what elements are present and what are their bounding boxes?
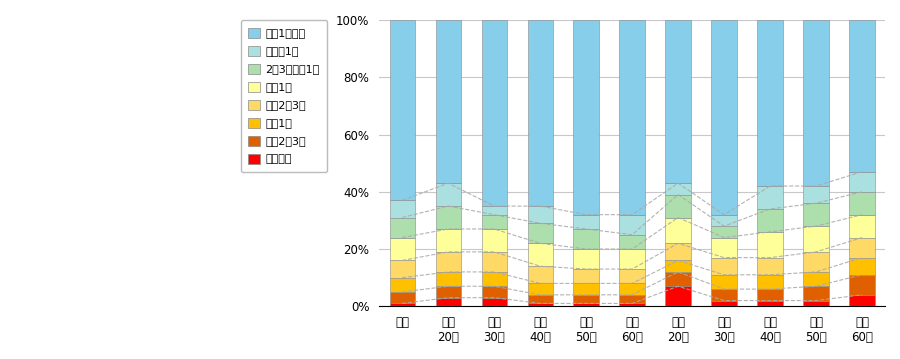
Bar <box>436 252 461 272</box>
Bar <box>758 20 783 186</box>
Bar <box>619 269 644 283</box>
Bar <box>390 292 415 303</box>
Bar <box>482 206 507 215</box>
Bar <box>804 226 829 252</box>
Bar <box>527 283 553 295</box>
Bar <box>619 303 644 306</box>
Legend: 年に1回以下, 半年に1回, 2〜3カ月に1回, 月に1回, 月に2〜3回, 週に1回, 週に2〜3回, ほぼ毎日: 年に1回以下, 半年に1回, 2〜3カ月に1回, 月に1回, 月に2〜3回, 週… <box>240 20 327 172</box>
Bar <box>711 300 737 306</box>
Bar <box>758 209 783 232</box>
Bar <box>436 272 461 286</box>
Bar <box>436 20 461 183</box>
Bar <box>850 258 875 275</box>
Bar <box>527 20 553 206</box>
Bar <box>619 283 644 295</box>
Bar <box>665 261 690 272</box>
Bar <box>758 300 783 306</box>
Bar <box>804 203 829 226</box>
Bar <box>390 303 415 306</box>
Bar <box>527 295 553 303</box>
Bar <box>619 295 644 303</box>
Bar <box>758 232 783 258</box>
Bar <box>619 20 644 215</box>
Bar <box>390 218 415 238</box>
Bar <box>758 275 783 289</box>
Bar <box>482 229 507 252</box>
Bar <box>619 235 644 249</box>
Bar <box>482 286 507 298</box>
Bar <box>711 258 737 275</box>
Bar <box>482 215 507 229</box>
Bar <box>758 186 783 209</box>
Bar <box>573 303 598 306</box>
Bar <box>573 215 598 229</box>
Bar <box>436 183 461 206</box>
Bar <box>390 238 415 261</box>
Bar <box>573 249 598 269</box>
Bar <box>436 298 461 306</box>
Bar <box>390 278 415 292</box>
Bar <box>665 195 690 218</box>
Bar <box>804 272 829 286</box>
Bar <box>804 186 829 203</box>
Bar <box>573 269 598 283</box>
Bar <box>665 20 690 183</box>
Bar <box>527 223 553 243</box>
Bar <box>527 243 553 266</box>
Bar <box>436 286 461 298</box>
Bar <box>804 286 829 300</box>
Bar <box>711 226 737 238</box>
Bar <box>482 272 507 286</box>
Bar <box>436 206 461 229</box>
Bar <box>850 295 875 306</box>
Bar <box>850 20 875 172</box>
Bar <box>711 215 737 226</box>
Bar <box>573 20 598 215</box>
Bar <box>758 258 783 275</box>
Bar <box>711 289 737 300</box>
Bar <box>527 206 553 223</box>
Bar <box>758 289 783 300</box>
Bar <box>711 275 737 289</box>
Bar <box>390 261 415 278</box>
Bar <box>573 229 598 249</box>
Bar <box>850 172 875 192</box>
Bar <box>390 200 415 218</box>
Bar <box>665 243 690 261</box>
Bar <box>573 295 598 303</box>
Bar <box>850 215 875 238</box>
Bar <box>665 218 690 243</box>
Bar <box>850 275 875 295</box>
Bar <box>804 252 829 272</box>
Bar <box>482 298 507 306</box>
Bar <box>711 238 737 258</box>
Bar <box>527 266 553 283</box>
Bar <box>850 238 875 258</box>
Bar <box>665 272 690 286</box>
Bar <box>665 183 690 195</box>
Bar <box>482 252 507 272</box>
Bar <box>850 192 875 215</box>
Bar <box>482 20 507 206</box>
Bar <box>619 249 644 269</box>
Bar <box>436 229 461 252</box>
Bar <box>390 20 415 200</box>
Bar <box>665 286 690 306</box>
Bar <box>804 300 829 306</box>
Bar <box>711 20 737 215</box>
Bar <box>804 20 829 186</box>
Bar <box>573 283 598 295</box>
Bar <box>527 303 553 306</box>
Bar <box>619 215 644 235</box>
